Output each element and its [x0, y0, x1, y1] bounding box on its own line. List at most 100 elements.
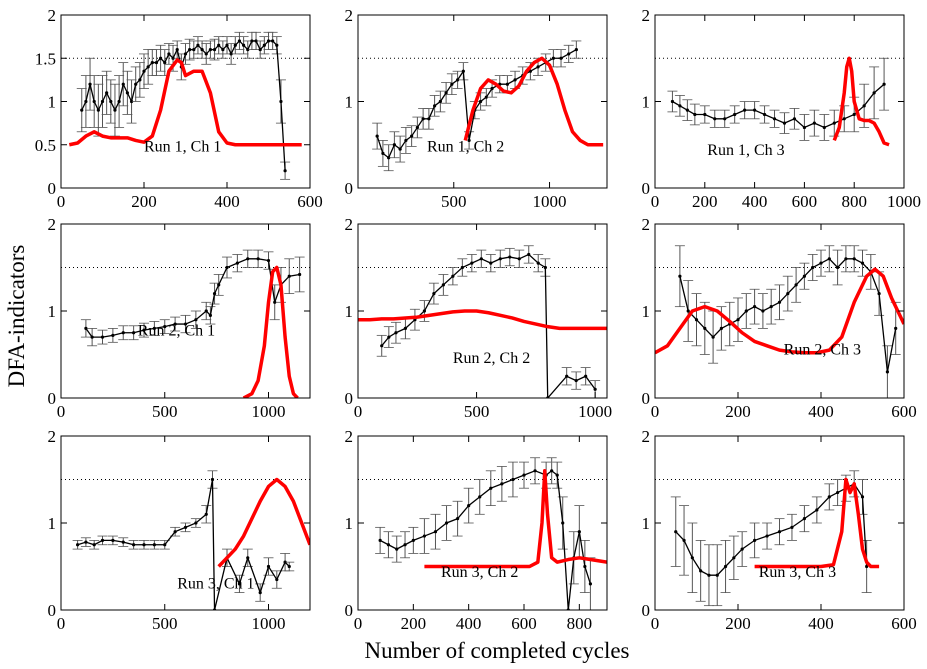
x-tick-label: 200 [725, 402, 751, 421]
plot-area [655, 245, 904, 398]
x-tick-label: 0 [354, 402, 363, 421]
plot-area [372, 40, 604, 172]
plot-area [667, 56, 890, 147]
x-tick-label: 600 [891, 402, 917, 421]
panel-4: 0 1 2 0 500 1000 Run 2, Ch 1 [48, 215, 311, 421]
panel-3: 0 1 2 0 200 400 600 800 1000 Run 1, Ch 3 [642, 6, 922, 211]
x-tick-label: 0 [354, 614, 363, 633]
y-tick-label: 0 [48, 179, 57, 198]
density-curve [463, 56, 604, 147]
x-tick-label: 200 [692, 192, 718, 211]
y-tick-label: 2 [642, 215, 651, 234]
panel-label: Run 3, Ch 3 [759, 564, 836, 581]
plot-frame [654, 14, 905, 189]
plot-area [72, 470, 310, 610]
panel-1: 0 0.5 1 1.5 2 0 200 400 600 Run 1, Ch 1 [35, 6, 323, 211]
panel-label: Run 2, Ch 3 [784, 342, 861, 359]
density-curve [655, 267, 904, 355]
x-tick-label: 200 [725, 614, 751, 633]
y-tick-label: 0 [345, 179, 354, 198]
panel-label: Run 1, Ch 3 [707, 142, 784, 159]
indicator-line [85, 258, 300, 338]
y-tick-label: 1 [48, 93, 57, 112]
indicator-line [675, 482, 868, 576]
y-tick-label: 0 [345, 601, 354, 620]
x-tick-label: 500 [464, 402, 490, 421]
density-curve [358, 309, 607, 331]
x-tick-label: 800 [841, 192, 867, 211]
y-tick-label: 2 [642, 427, 651, 446]
y-tick-label: 1 [345, 514, 354, 533]
y-tick-label: 2 [345, 215, 354, 234]
x-tick-label: 500 [441, 192, 467, 211]
density-curve [68, 58, 302, 147]
density-curve [754, 477, 880, 569]
x-tick-label: 400 [808, 614, 834, 633]
x-tick-label: 600 [891, 614, 917, 633]
y-tick-label: 0 [48, 601, 57, 620]
panel-label: Run 2, Ch 2 [453, 350, 530, 367]
y-tick-label: 1 [345, 302, 354, 321]
x-tick-label: 0 [651, 614, 660, 633]
indicator-line [81, 40, 286, 171]
x-tick-label: 800 [567, 614, 593, 633]
y-tick-label: 1 [642, 93, 651, 112]
x-tick-label: 1000 [252, 402, 286, 421]
plot-area [358, 245, 607, 398]
x-tick-label: 400 [742, 192, 768, 211]
panel-5: 0 1 2 0 500 1000 Run 2, Ch 2 [345, 215, 613, 421]
panel-6: 0 1 2 0 200 400 600 Run 2, Ch 3 [642, 215, 917, 421]
x-tick-label: 200 [401, 614, 427, 633]
x-tick-label: 600 [511, 614, 537, 633]
indicator-line [77, 479, 290, 610]
indicator-line [381, 253, 596, 398]
x-tick-label: 1000 [252, 614, 286, 633]
x-tick-label: 500 [152, 402, 178, 421]
x-tick-label: 200 [131, 192, 157, 211]
indicator-line [379, 469, 592, 610]
y-tick-label: 2 [48, 427, 57, 446]
y-tick-label: 0 [642, 389, 651, 408]
panel-8: 0 1 2 0 200 400 600 800 Run 3, Ch 2 [345, 427, 608, 633]
y-tick-label: 2 [345, 6, 354, 25]
x-tick-label: 0 [651, 402, 660, 421]
y-tick-label: 0 [642, 601, 651, 620]
indicator-line [672, 83, 885, 129]
x-tick-label: 0 [651, 192, 660, 211]
plot-area [80, 249, 305, 398]
x-tick-label: 600 [297, 192, 323, 211]
plot-area [375, 457, 607, 610]
x-tick-label: 1000 [533, 192, 567, 211]
panel-label: Run 3, Ch 1 [177, 575, 254, 592]
panel-label: Run 1, Ch 2 [427, 139, 504, 156]
y-tick-label: 2 [48, 215, 57, 234]
panel-2: 0 1 2 500 1000 Run 1, Ch 2 [345, 6, 608, 211]
y-tick-label: 1 [48, 514, 57, 533]
y-tick-label: 2 [48, 6, 57, 25]
y-tick-label: 2 [345, 427, 354, 446]
plot-area [670, 470, 880, 607]
y-tick-label: 1 [345, 93, 354, 112]
y-tick-label: 0.5 [35, 136, 56, 155]
y-tick-label: 2 [642, 6, 651, 25]
panel-9: 0 1 2 0 200 400 600 Run 3, Ch 3 [642, 427, 917, 633]
panel-7: 0 1 2 0 500 1000 Run 3, Ch 1 [48, 427, 311, 633]
y-tick-label: 1.5 [35, 49, 56, 68]
density-curve [424, 469, 607, 569]
x-tick-label: 400 [456, 614, 482, 633]
y-tick-label: 1 [642, 514, 651, 533]
density-curve [832, 56, 890, 147]
plot-frame [60, 223, 311, 399]
panel-label: Run 2, Ch 1 [138, 322, 215, 339]
x-tick-label: 400 [214, 192, 240, 211]
indicator-line [376, 49, 577, 159]
plot-area [68, 31, 302, 180]
y-tick-label: 0 [48, 389, 57, 408]
density-curve [217, 477, 310, 568]
x-tick-label: 0 [57, 192, 66, 211]
x-tick-label: 400 [808, 402, 834, 421]
y-tick-label: 1 [48, 302, 57, 321]
y-tick-label: 0 [642, 179, 651, 198]
y-tick-label: 0 [345, 389, 354, 408]
